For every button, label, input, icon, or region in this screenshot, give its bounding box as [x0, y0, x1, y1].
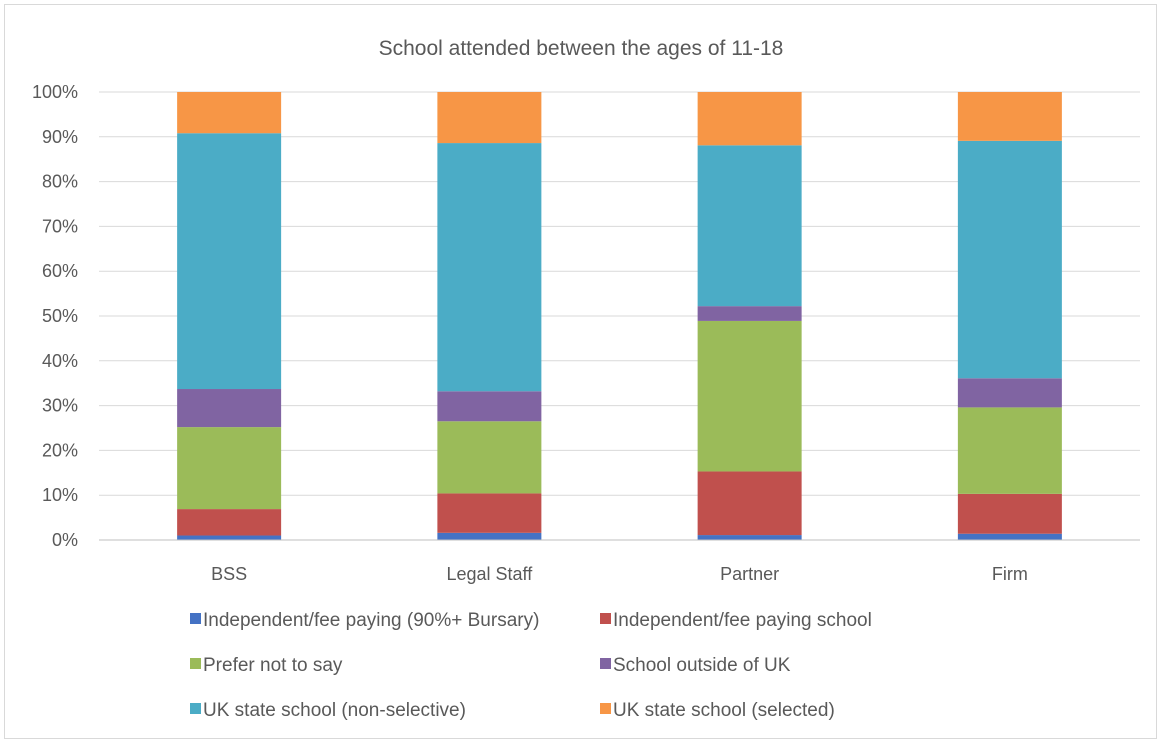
x-tick-label: Legal Staff [447, 564, 534, 584]
bar-segment [697, 92, 802, 146]
bar-segment [437, 143, 542, 392]
bar-segment [697, 471, 802, 536]
bar-segment [177, 133, 282, 390]
bar-segment [697, 535, 802, 540]
y-axis: 0% 10% 20% 30% 40% 50% 60% 70% 80% 90% 100% [32, 82, 78, 550]
bar-segment [437, 532, 542, 540]
bar-segment [957, 378, 1062, 408]
bar-segment [177, 427, 282, 510]
bar-segment [957, 407, 1062, 494]
y-tick-label: 100% [32, 82, 78, 102]
y-tick-label: 60% [42, 261, 78, 281]
bar-segment [957, 493, 1062, 534]
bar-segment [697, 145, 802, 307]
y-tick-label: 50% [42, 306, 78, 326]
bar-segment [697, 306, 802, 321]
legend-label: Independent/fee paying school [613, 610, 872, 631]
legend: Independent/fee paying (90%+ Bursary) Ind… [190, 610, 872, 721]
legend-item: School outside of UK [600, 655, 791, 676]
bar-segment [437, 421, 542, 494]
bar-segment [437, 92, 542, 144]
bar-segment [177, 535, 282, 540]
y-tick-label: 80% [42, 172, 78, 192]
legend-label: UK state school (selected) [613, 700, 835, 721]
legend-label: Independent/fee paying (90%+ Bursary) [203, 610, 539, 631]
x-tick-label: Partner [720, 564, 779, 584]
y-tick-label: 10% [42, 485, 78, 505]
chart-title: School attended between the ages of 11-1… [379, 37, 784, 60]
legend-swatch [190, 613, 201, 624]
legend-swatch [190, 703, 201, 714]
y-tick-label: 20% [42, 440, 78, 460]
x-axis: BSS Legal Staff Partner Firm [99, 539, 1140, 584]
y-tick-label: 0% [52, 530, 78, 550]
bar-segment [957, 140, 1062, 379]
x-tick-label: BSS [211, 564, 247, 584]
legend-swatch [190, 658, 201, 669]
legend-item: Independent/fee paying (90%+ Bursary) [190, 610, 539, 631]
bar-segment [957, 92, 1062, 141]
legend-label: UK state school (non-selective) [203, 700, 466, 721]
legend-swatch [600, 703, 611, 714]
legend-swatch [600, 613, 611, 624]
y-tick-label: 40% [42, 351, 78, 371]
bar-segment [177, 509, 282, 536]
bars [177, 92, 1062, 540]
legend-label: Prefer not to say [203, 655, 343, 676]
y-tick-label: 70% [42, 216, 78, 236]
bar-segment [437, 493, 542, 533]
legend-item: Independent/fee paying school [600, 610, 872, 631]
legend-swatch [600, 658, 611, 669]
bar-segment [177, 389, 282, 428]
bar-segment [177, 92, 282, 134]
x-tick-label: Firm [992, 564, 1028, 584]
y-tick-label: 30% [42, 396, 78, 416]
legend-item: UK state school (non-selective) [190, 700, 466, 721]
legend-item: UK state school (selected) [600, 700, 835, 721]
bar-segment [957, 533, 1062, 540]
y-tick-label: 90% [42, 127, 78, 147]
bar-segment [697, 320, 802, 472]
bar-segment [437, 391, 542, 422]
legend-label: School outside of UK [613, 655, 791, 676]
legend-item: Prefer not to say [190, 655, 343, 676]
